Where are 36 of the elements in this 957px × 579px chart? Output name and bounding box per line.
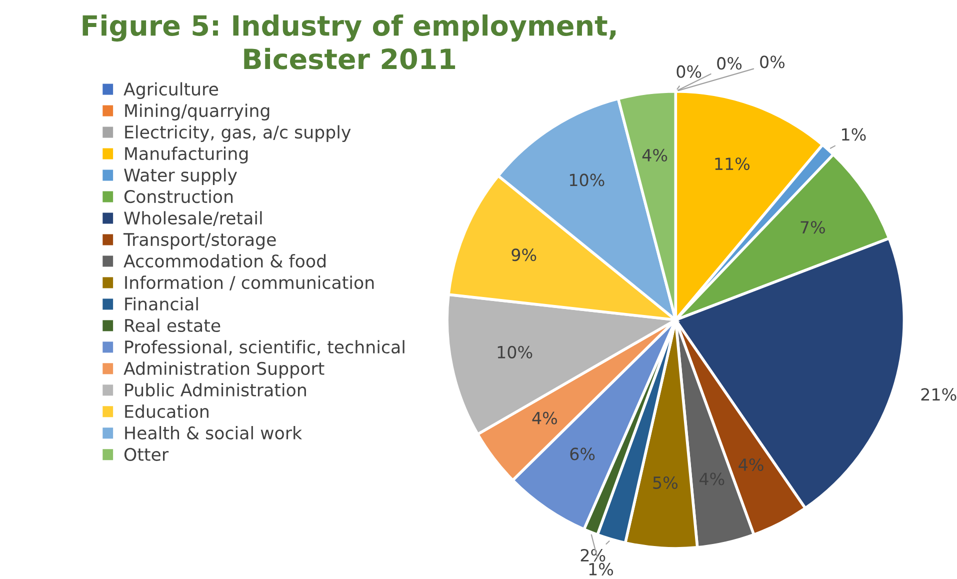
- data-label: 4%: [642, 148, 668, 162]
- data-label: 1%: [842, 128, 866, 141]
- text: 0%: [676, 65, 702, 78]
- text: 0%: [717, 57, 742, 70]
- legend-label: Mining/quarrying: [125, 104, 270, 121]
- data-label: 4%: [532, 412, 557, 424]
- legend-label: Transport/storage: [123, 233, 276, 250]
- legend-label: Real estate: [125, 318, 220, 332]
- legend-label: Professional, scientific, technical: [125, 340, 404, 356]
- data-label: 11%: [715, 157, 750, 170]
- data-label: 4%: [738, 458, 764, 472]
- legend-label: Administration Support: [124, 362, 324, 378]
- text: 0%: [760, 56, 785, 68]
- data-label: 10%: [570, 174, 604, 186]
- legend-label: Otter: [124, 448, 169, 461]
- data-label: 5%: [653, 476, 678, 489]
- legend-label: Information / communication: [125, 276, 374, 290]
- data-label: 9%: [512, 248, 536, 262]
- legend-label: Public Administration: [125, 383, 306, 397]
- chart-title: Figure 5: Industry of employment, Bicester 2011: [82, 14, 616, 70]
- legend-label: Accommodation & food: [124, 254, 326, 268]
- data-label: 21%: [921, 388, 956, 401]
- legend-label: Construction: [124, 190, 233, 204]
- legend-label: Water supply: [124, 168, 237, 185]
- data-label: 2%: [580, 548, 606, 562]
- data-label: 1%: [589, 562, 614, 576]
- data-label: 6%: [570, 448, 595, 460]
- legend-label: Electricity, gas, a/c supply: [125, 125, 351, 142]
- legend-label: Manufacturing: [125, 146, 248, 164]
- data-label: 10%: [498, 346, 532, 358]
- data-label: 7%: [800, 220, 825, 234]
- legend-label: Agriculture: [124, 82, 218, 100]
- legend-label: Financial: [125, 297, 198, 311]
- legend-label: Health & social work: [125, 426, 302, 440]
- legend-label: Education: [125, 404, 208, 418]
- legend-label: Wholesale/retail: [124, 211, 262, 226]
